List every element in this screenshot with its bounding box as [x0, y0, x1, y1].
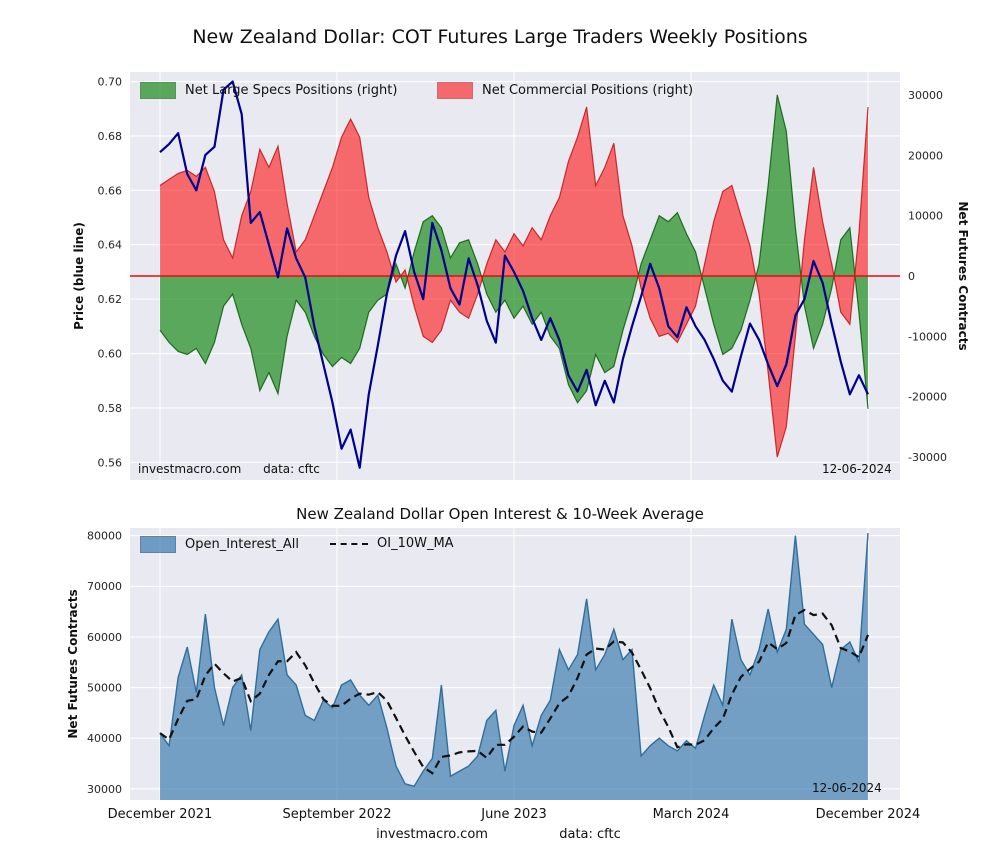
top-chart-title: New Zealand Dollar: COT Futures Large Tr…	[192, 26, 808, 48]
svg-text:0.64: 0.64	[98, 239, 123, 252]
svg-text:March 2024: March 2024	[653, 807, 730, 822]
legend-item-ma: OI_10W_MA	[330, 536, 454, 551]
svg-text:0: 0	[908, 270, 915, 283]
svg-text:20000: 20000	[908, 149, 943, 162]
legend-item-open-interest: Open_Interest_All	[140, 536, 299, 553]
ma-legend-label: OI_10W_MA	[377, 536, 454, 551]
open-interest-legend-swatch	[140, 536, 176, 553]
ma-legend-sample	[330, 542, 368, 545]
footer-source: data: cftc	[559, 827, 621, 842]
svg-text:70000: 70000	[87, 580, 122, 593]
footer-site: investmacro.com	[376, 827, 488, 842]
svg-text:40000: 40000	[87, 732, 122, 745]
svg-text:50000: 50000	[87, 682, 122, 695]
svg-text:0.58: 0.58	[98, 402, 123, 415]
top-watermark: investmacro.com data: cftc	[138, 462, 320, 476]
legend-item-commercials: Net Commercial Positions (right)	[437, 82, 693, 99]
net-contracts-axis-label-right: Net Futures Contracts	[956, 201, 970, 351]
svg-text:0.70: 0.70	[98, 76, 123, 89]
net-contracts-axis-label-bottom: Net Futures Contracts	[66, 589, 80, 739]
svg-text:30000: 30000	[87, 783, 122, 796]
date-stamp-top: 12-06-2024	[822, 462, 892, 476]
svg-text:60000: 60000	[87, 631, 122, 644]
svg-text:-20000: -20000	[908, 391, 947, 404]
svg-text:June 2023: June 2023	[480, 807, 547, 822]
svg-text:September 2022: September 2022	[282, 807, 391, 822]
open-interest-legend-label: Open_Interest_All	[185, 537, 299, 552]
date-stamp-bottom: 12-06-2024	[812, 781, 882, 795]
commercials-legend-swatch	[437, 82, 473, 99]
specs-legend-label: Net Large Specs Positions (right)	[185, 83, 398, 98]
svg-text:0.60: 0.60	[98, 348, 123, 361]
source-text: data: cftc	[263, 462, 320, 476]
svg-text:December 2021: December 2021	[108, 807, 213, 822]
svg-text:-10000: -10000	[908, 330, 947, 343]
site-text: investmacro.com	[138, 462, 242, 476]
svg-text:30000: 30000	[908, 89, 943, 102]
legend-item-specs: Net Large Specs Positions (right)	[140, 82, 397, 99]
svg-text:-30000: -30000	[908, 451, 947, 464]
svg-text:10000: 10000	[908, 210, 943, 223]
bottom-chart-title: New Zealand Dollar Open Interest & 10-We…	[296, 505, 704, 523]
svg-text:0.62: 0.62	[98, 293, 123, 306]
svg-text:80000: 80000	[87, 530, 122, 543]
svg-text:December 2024: December 2024	[816, 807, 921, 822]
price-axis-label: Price (blue line)	[72, 222, 86, 330]
svg-text:0.68: 0.68	[98, 130, 123, 143]
svg-text:0.56: 0.56	[98, 456, 123, 469]
svg-text:0.66: 0.66	[98, 184, 123, 197]
specs-legend-swatch	[140, 82, 176, 99]
commercials-legend-label: Net Commercial Positions (right)	[482, 83, 694, 98]
